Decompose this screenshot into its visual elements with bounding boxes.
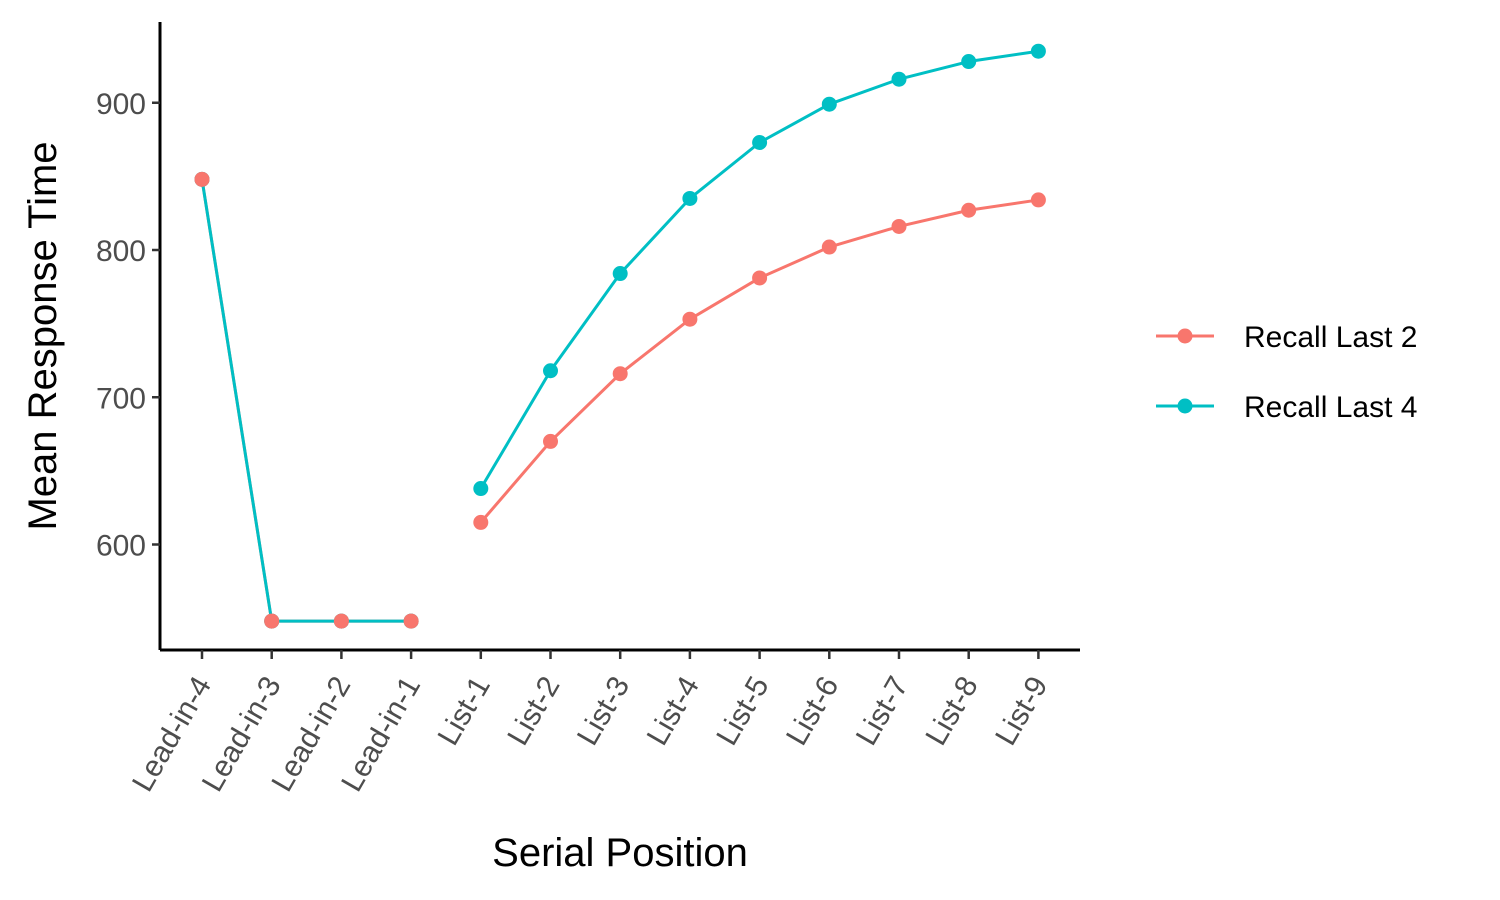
axes xyxy=(158,22,1080,652)
data-point-series-2 xyxy=(612,266,628,282)
x-tick-label: List-1 xyxy=(432,671,497,751)
data-point-series-2 xyxy=(891,71,907,87)
x-tick-label: List-5 xyxy=(710,671,775,751)
x-tick-label: List-6 xyxy=(780,671,845,751)
data-point-series-1 xyxy=(1030,192,1046,208)
data-point-series-2 xyxy=(961,54,977,70)
legend-key-point xyxy=(1177,328,1193,344)
y-tick-label: 800 xyxy=(96,235,146,268)
data-point-series-2 xyxy=(473,481,489,497)
y-tick-label: 700 xyxy=(96,382,146,415)
legend: Recall Last 2 Recall Last 4 xyxy=(1156,321,1417,424)
data-point-series-1 xyxy=(891,218,907,234)
data-point-series-1 xyxy=(194,171,210,187)
data-point-series-2 xyxy=(543,363,558,379)
series-line-2 xyxy=(200,179,412,623)
data-point-series-1 xyxy=(612,366,628,382)
x-tick-label: List-4 xyxy=(641,671,706,751)
x-axis-title: Serial Position xyxy=(492,831,748,875)
x-tick-label: List-3 xyxy=(571,671,636,751)
legend-label: Recall Last 4 xyxy=(1244,391,1417,424)
data-point-series-1 xyxy=(333,613,349,629)
series-line-2 xyxy=(479,49,1039,490)
data-point-series-1 xyxy=(473,514,489,530)
data-point-series-2 xyxy=(821,96,837,112)
data-point-series-1 xyxy=(403,613,419,629)
data-point-series-2 xyxy=(682,190,698,206)
legend-key-point xyxy=(1177,398,1193,414)
data-point-series-1 xyxy=(264,613,280,629)
series-line-1 xyxy=(479,198,1039,524)
x-tick-label: List-2 xyxy=(501,671,566,751)
y-axis-title: Mean Response Time xyxy=(21,141,65,530)
legend-label: Recall Last 2 xyxy=(1244,321,1417,354)
x-tick-label: List-7 xyxy=(850,671,915,751)
x-tick-label: List-8 xyxy=(920,671,985,751)
series-lines xyxy=(200,49,1039,623)
y-tick-label: 900 xyxy=(96,88,146,121)
series-line-1 xyxy=(200,179,412,623)
data-point-series-1 xyxy=(682,311,698,327)
data-point-series-2 xyxy=(1030,43,1046,59)
data-point-series-1 xyxy=(821,239,837,255)
series-points xyxy=(194,43,1046,629)
x-tick-label: List-9 xyxy=(989,671,1054,751)
data-point-series-2 xyxy=(752,135,768,151)
y-ticks: 600 700 800 900 xyxy=(96,88,160,563)
data-point-series-1 xyxy=(961,202,977,218)
y-tick-label: 600 xyxy=(96,530,146,563)
data-point-series-1 xyxy=(752,270,768,286)
data-point-series-1 xyxy=(543,433,558,449)
